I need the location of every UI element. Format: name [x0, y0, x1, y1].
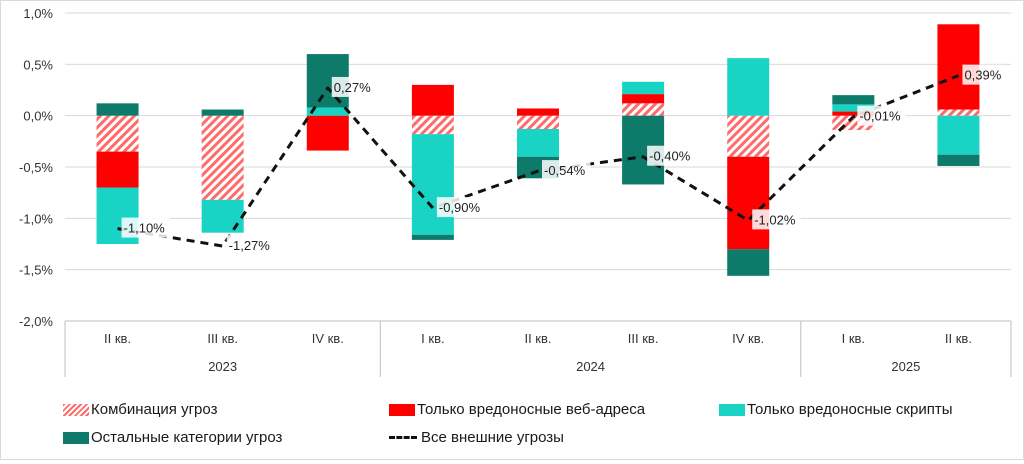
legend-swatch-web [389, 403, 415, 416]
bar-segment [832, 95, 875, 105]
data-label: -0,40% [649, 149, 691, 164]
bar-segment [622, 81, 665, 95]
x-tick-label: I кв. [421, 331, 444, 346]
x-tick-label: IV кв. [312, 331, 344, 346]
bar-segment [517, 115, 559, 130]
y-tick-label: 0,0% [23, 109, 53, 124]
bar-segment [937, 115, 980, 155]
bar-segment [96, 151, 139, 188]
y-tick-label: -1,5% [19, 263, 53, 278]
x-tick-label: II кв. [945, 331, 972, 346]
data-label: -0,54% [544, 163, 586, 178]
y-tick-label: 0,5% [23, 57, 53, 72]
bar-segment [306, 107, 349, 116]
data-label-bg [436, 197, 486, 218]
bar-segment [96, 103, 139, 116]
y-tick-label: -2,0% [19, 314, 53, 329]
bar-segment [727, 249, 770, 276]
data-label-bg [121, 217, 170, 238]
y-tick-label: 1,0% [23, 6, 53, 21]
year-label: 2023 [208, 359, 237, 374]
legend-swatch-other [63, 431, 89, 444]
y-tick-label: -1,0% [19, 211, 53, 226]
bar-segment [411, 134, 454, 235]
bar-segment [622, 103, 665, 116]
data-label-bg [331, 76, 373, 97]
data-label: -0,90% [439, 200, 481, 215]
bar-segment [832, 104, 875, 112]
legend-swatch-scripts [719, 403, 745, 416]
x-tick-label: I кв. [842, 331, 865, 346]
x-tick-label: II кв. [104, 331, 131, 346]
legend-label-other: Остальные категории угроз [91, 429, 283, 446]
data-label-bg [752, 209, 801, 230]
x-tick-label: II кв. [524, 331, 551, 346]
bar-segment [411, 234, 454, 240]
data-label-bg [962, 64, 1004, 85]
legend-item-total: Все внешние угрозы [389, 429, 564, 446]
data-label: 0,39% [964, 68, 1001, 83]
bar-segment [201, 109, 244, 116]
data-label-bg [647, 145, 696, 166]
bar-segment [517, 108, 559, 116]
bar-segment [727, 115, 770, 157]
data-label-bg [226, 235, 276, 256]
x-tick-label: III кв. [207, 331, 238, 346]
data-label: -1,10% [124, 221, 166, 236]
legend-swatch-combination [63, 403, 89, 416]
data-label: -0,01% [859, 109, 901, 124]
legend-label-scripts: Только вредоносные скрипты [747, 401, 953, 418]
legend-label-total: Все внешние угрозы [421, 429, 564, 446]
bar-segment [622, 94, 665, 104]
bar-segment [937, 109, 980, 116]
bar-segment [96, 115, 139, 152]
legend-item-combination: Комбинация угроз [63, 401, 217, 418]
bar-segment [832, 111, 875, 116]
bar-segment [517, 129, 559, 157]
bar-segment [411, 84, 454, 116]
y-tick-label: -0,5% [19, 160, 53, 175]
total-line [117, 74, 959, 248]
data-label-bg [857, 105, 906, 126]
bar-segment [201, 115, 244, 200]
legend-label-combination: Комбинация угроз [91, 401, 218, 418]
year-label: 2025 [891, 359, 920, 374]
bar-segment [306, 115, 349, 151]
x-tick-label: IV кв. [732, 331, 764, 346]
data-label-bg [542, 160, 591, 181]
data-label: 0,27% [334, 80, 371, 95]
data-label: -1,27% [229, 238, 271, 253]
data-label: -1,02% [754, 212, 796, 227]
x-tick-label: III кв. [628, 331, 659, 346]
bar-segment [937, 154, 980, 166]
year-label: 2024 [576, 359, 605, 374]
legend-item-scripts: Только вредоносные скрипты [719, 401, 953, 418]
legend-label-web: Только вредоносные веб-адреса [417, 401, 646, 418]
legend-swatch-total [389, 436, 417, 439]
bar-segment [411, 115, 454, 135]
bar-segment [727, 58, 770, 116]
legend-item-other: Остальные категории угроз [63, 429, 282, 446]
legend-item-web: Только вредоносные веб-адреса [389, 401, 645, 418]
bar-segment [727, 156, 770, 250]
